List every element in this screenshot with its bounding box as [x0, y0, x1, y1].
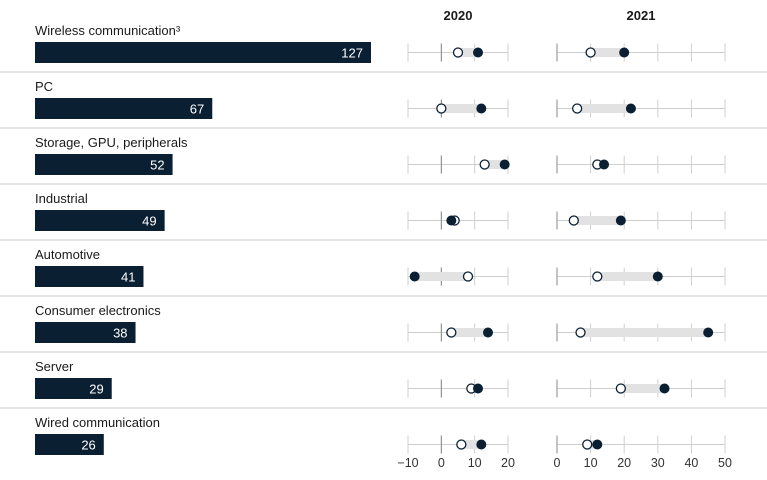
open-marker — [446, 327, 457, 338]
bar-value-label: 67 — [190, 102, 204, 117]
open-marker — [575, 327, 586, 338]
range-band — [597, 272, 658, 281]
open-marker — [436, 103, 447, 114]
filled-marker — [476, 439, 487, 450]
category-label: Automotive — [35, 247, 100, 262]
filled-marker — [499, 159, 510, 170]
range-band — [620, 384, 665, 393]
bar-value-label: 26 — [81, 438, 95, 453]
category-label: Consumer electronics — [35, 303, 161, 318]
category-label: Server — [35, 359, 74, 374]
category-label: Storage, GPU, peripherals — [35, 135, 188, 150]
filled-marker — [652, 271, 663, 282]
filled-marker — [409, 271, 420, 282]
range-band — [590, 48, 625, 57]
open-marker — [592, 271, 603, 282]
filled-marker — [473, 47, 483, 58]
x-tick-label: 10 — [584, 456, 598, 470]
filled-marker — [625, 103, 636, 114]
x-tick-label: 30 — [651, 456, 665, 470]
open-marker — [615, 383, 626, 394]
filled-marker — [703, 327, 714, 338]
bar-value-label: 38 — [113, 326, 127, 341]
row-separators — [0, 71, 767, 409]
bar-value-label: 49 — [142, 214, 156, 229]
bar — [35, 98, 213, 119]
open-marker — [572, 103, 583, 114]
range-band — [573, 216, 621, 225]
bar — [35, 434, 104, 455]
bar — [35, 266, 144, 287]
panel-2021: 2021 0 10 20 30 40 50 — [554, 8, 732, 470]
x-tick-label: 20 — [617, 456, 631, 470]
bar-series: Wireless communication³ 127 PC 67 Storage, G… — [35, 23, 371, 455]
panel-2020: 2020 −10 0 10 20 — [397, 8, 515, 470]
x-tick-label: 50 — [718, 456, 732, 470]
x-tick-label: 40 — [684, 456, 698, 470]
filled-marker — [599, 159, 610, 170]
x-tick-label: −10 — [397, 456, 418, 470]
x-tick-label: 0 — [438, 456, 445, 470]
filled-marker — [473, 383, 483, 394]
bar-value-label: 127 — [341, 46, 363, 61]
bar — [35, 322, 136, 343]
range-band — [451, 328, 488, 337]
x-tick-label: 10 — [468, 456, 482, 470]
filled-marker — [619, 47, 630, 58]
range-band — [414, 272, 468, 281]
bar-value-label: 29 — [89, 382, 103, 397]
filled-marker — [659, 383, 670, 394]
category-label: Wired communication — [35, 415, 160, 430]
bar — [35, 154, 173, 175]
panel-title: 2020 — [444, 8, 473, 23]
bar-value-label: 52 — [150, 158, 164, 173]
category-label: Industrial — [35, 191, 88, 206]
range-band — [461, 440, 482, 449]
range-band — [441, 104, 482, 113]
open-marker — [462, 271, 474, 282]
panel-title: 2021 — [627, 8, 656, 23]
range-band — [580, 328, 709, 337]
category-label: PC — [35, 79, 53, 94]
bar — [35, 378, 112, 399]
open-marker — [568, 215, 579, 226]
filled-marker — [615, 215, 626, 226]
range-band — [484, 160, 505, 169]
filled-marker — [476, 103, 487, 114]
x-tick-label: 20 — [501, 456, 515, 470]
filled-marker — [446, 215, 457, 226]
bar — [35, 210, 165, 231]
open-marker — [585, 47, 596, 58]
bar — [35, 42, 371, 63]
open-marker — [582, 439, 593, 450]
filled-marker — [592, 439, 603, 450]
bar-value-label: 41 — [121, 270, 135, 285]
filled-marker — [483, 327, 493, 338]
range-band — [577, 104, 631, 113]
category-label: Wireless communication³ — [35, 23, 181, 38]
open-marker — [479, 159, 490, 170]
x-tick-label: 0 — [554, 456, 561, 470]
open-marker — [452, 47, 464, 58]
range-band — [458, 48, 478, 57]
open-marker — [456, 439, 467, 450]
